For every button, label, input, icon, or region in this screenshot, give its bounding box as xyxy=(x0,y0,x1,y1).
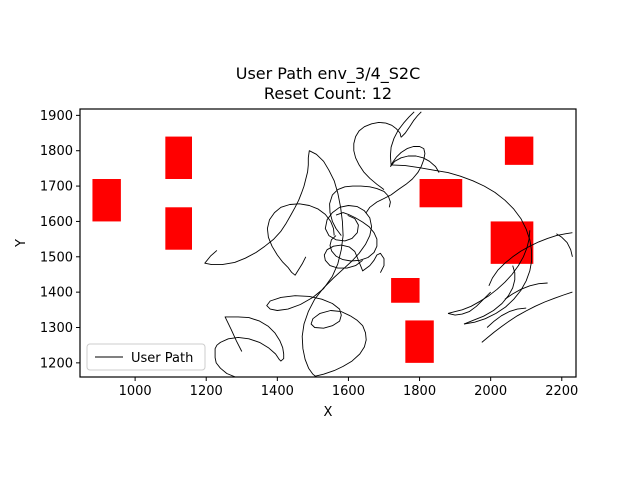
user-path-segment xyxy=(365,146,426,213)
user-path-segment xyxy=(389,111,415,165)
y-tick-label: 1200 xyxy=(40,356,73,371)
x-tick-label: 2000 xyxy=(474,384,507,399)
user-path-segment xyxy=(314,315,367,377)
user-path-segment xyxy=(301,205,373,377)
user-path-segment xyxy=(400,111,422,138)
user-path-segment xyxy=(353,121,402,190)
obstacle xyxy=(405,320,434,363)
x-tick-label: 2200 xyxy=(545,384,578,399)
y-tick-label: 1300 xyxy=(40,321,73,336)
user-path-segment xyxy=(329,212,378,262)
obstacle xyxy=(165,207,192,250)
y-axis: 1200 1300 1400 1500 1600 1700 1800 1900 xyxy=(40,109,80,371)
obstacle-layer xyxy=(92,136,534,363)
user-path-segment xyxy=(356,252,385,273)
legend-box xyxy=(86,343,206,371)
legend-label: User Path xyxy=(131,351,193,366)
user-path-segment xyxy=(390,155,440,173)
x-tick-label: 1600 xyxy=(332,384,365,399)
obstacle xyxy=(92,179,121,222)
user-path-segment xyxy=(556,233,573,257)
x-tick-label: 1400 xyxy=(261,384,294,399)
y-axis-label: Y xyxy=(14,239,29,248)
y-tick-label: 1600 xyxy=(40,215,73,230)
obstacle xyxy=(165,136,192,180)
obstacle xyxy=(419,179,463,208)
user-path-segment xyxy=(214,316,285,377)
user-path-segment xyxy=(323,244,363,269)
x-tick-label: 1000 xyxy=(119,384,152,399)
y-tick-label: 1400 xyxy=(40,286,73,301)
y-tick-label: 1700 xyxy=(40,180,73,195)
x-tick-label: 1800 xyxy=(403,384,436,399)
y-tick-label: 1500 xyxy=(40,250,73,265)
legend: User Path xyxy=(86,343,206,371)
user-path-segment xyxy=(266,203,335,276)
user-path-segment xyxy=(447,230,531,314)
x-axis-label: X xyxy=(324,405,333,420)
plot-frame xyxy=(79,108,577,378)
x-axis: 1000 1200 1400 1600 1800 2000 2200 xyxy=(119,377,578,399)
user-path-segment xyxy=(204,150,351,329)
user-path-layer xyxy=(204,111,573,377)
user-path-segment xyxy=(329,185,391,236)
user-path-segment xyxy=(504,282,548,300)
chart-subtitle: Reset Count: 12 xyxy=(264,84,392,103)
obstacle xyxy=(504,136,534,165)
y-tick-label: 1800 xyxy=(40,144,73,159)
y-tick-label: 1900 xyxy=(40,109,73,124)
x-tick-label: 1200 xyxy=(190,384,223,399)
user-path-segment xyxy=(463,265,516,325)
obstacle xyxy=(391,278,420,303)
user-path-segment xyxy=(391,164,533,325)
user-path-segment xyxy=(481,291,573,343)
user-path-segment xyxy=(488,232,573,286)
user-path-segment xyxy=(486,307,527,328)
chart-title: User Path env_3/4_S2C xyxy=(236,64,421,84)
